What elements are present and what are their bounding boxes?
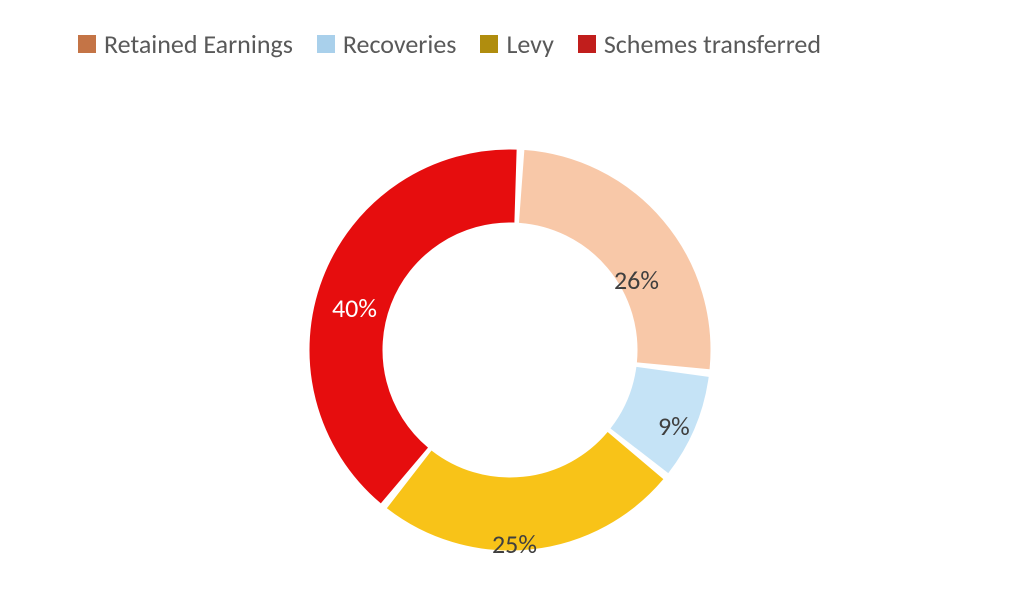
- legend-label: Schemes transferred: [604, 28, 821, 60]
- legend-swatch: [578, 35, 596, 53]
- legend-swatch: [78, 35, 96, 53]
- legend-label: Recoveries: [343, 28, 457, 60]
- slice-label-retained_earnings: 26%: [614, 264, 659, 296]
- donut-chart: 26% 9% 25% 40%: [260, 120, 760, 590]
- donut-slice-retained_earnings: [519, 151, 710, 369]
- donut-slice-schemes_transferred: [310, 150, 516, 503]
- chart-legend: Retained Earnings Recoveries Levy Schemes t…: [78, 28, 821, 60]
- legend-item-0: Retained Earnings: [78, 28, 293, 60]
- legend-item-3: Schemes transferred: [578, 28, 821, 60]
- legend-swatch: [317, 35, 335, 53]
- legend-label: Retained Earnings: [104, 28, 293, 60]
- legend-item-1: Recoveries: [317, 28, 457, 60]
- legend-item-2: Levy: [480, 28, 553, 60]
- slice-label-levy: 25%: [492, 528, 537, 560]
- slice-label-recoveries: 9%: [658, 410, 690, 442]
- legend-label: Levy: [506, 28, 553, 60]
- slice-label-schemes_transferred: 40%: [332, 292, 377, 324]
- legend-swatch: [480, 35, 498, 53]
